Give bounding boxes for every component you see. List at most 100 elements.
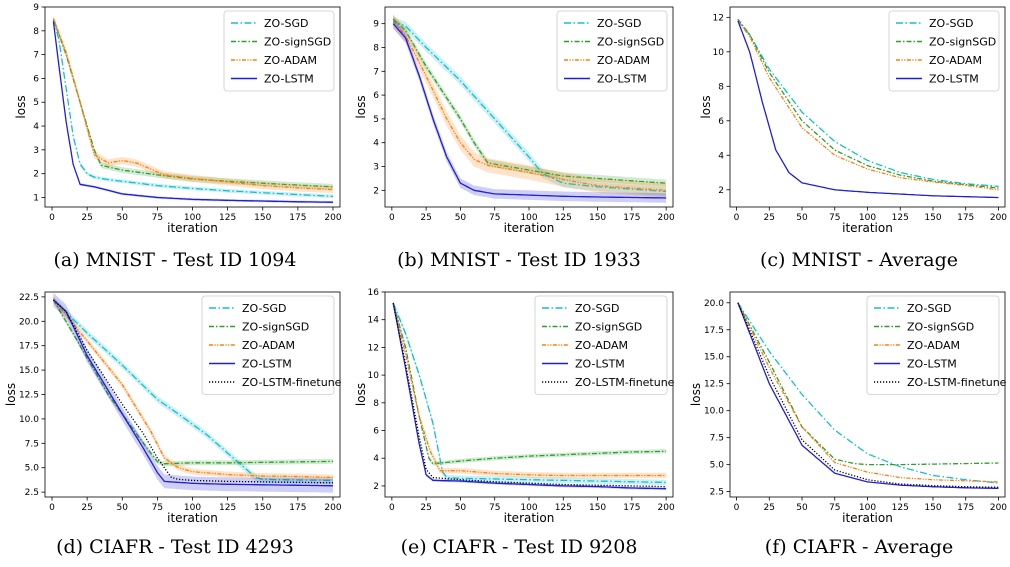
chart-panel-1: 0 25 50 75 100 125 150 175 200 1 2 3 4 5 6 7 8 9 iteration… <box>14 3 342 271</box>
x-axis-label: iteration <box>504 221 555 235</box>
x-tick-label: 0 <box>389 213 395 223</box>
legend-entry: ZO-LSTM <box>575 358 625 371</box>
x-tick-label: 75 <box>489 213 500 223</box>
series-line-zo-lstm <box>392 23 667 199</box>
x-tick-label: 175 <box>623 503 640 513</box>
legend: ZO-SGD ZO-signSGD ZO-ADAM ZO-LSTM <box>556 10 668 92</box>
x-tick-label: 50 <box>117 213 129 223</box>
legend-entry: ZO-LSTM <box>597 73 647 86</box>
x-axis-label: iteration <box>842 221 893 235</box>
x-tick-label: 175 <box>623 213 640 223</box>
x-tick-label: 200 <box>658 213 675 223</box>
legend-entry: ZO-signSGD <box>907 321 974 334</box>
y-axis-label: loss <box>699 95 713 118</box>
y-tick-label: 3 <box>33 146 39 156</box>
plot-area <box>52 293 334 493</box>
legend-entry: ZO-SGD <box>264 17 308 30</box>
x-axis-label: iteration <box>504 511 555 525</box>
legend-entry: ZO-signSGD <box>929 36 996 49</box>
x-tick-label: 150 <box>924 503 941 513</box>
y-tick-label: 7 <box>373 67 379 77</box>
y-tick-label: 6 <box>373 427 379 437</box>
series-line-zo-sgd <box>52 299 333 482</box>
legend-entry: ZO-LSTM <box>907 358 957 371</box>
x-tick-label: 50 <box>455 213 467 223</box>
y-tick-label: 6 <box>33 74 39 84</box>
legend-entry: ZO-ADAM <box>929 54 982 67</box>
y-tick-label: 17.5 <box>19 342 39 352</box>
x-axis-label: iteration <box>167 221 218 235</box>
legend-entry: ZO-ADAM <box>575 339 628 352</box>
x-tick-label: 150 <box>589 213 606 223</box>
x-tick-label: 175 <box>957 503 974 513</box>
y-tick-label: 7 <box>33 51 39 61</box>
x-tick-label: 150 <box>589 503 606 513</box>
legend: ZO-SGD ZO-signSGD ZO-ADAM ZO-LSTM <box>223 10 335 92</box>
plot-area <box>52 15 334 204</box>
y-tick-label: 8 <box>373 43 379 53</box>
y-tick-label: 15.0 <box>19 366 39 376</box>
y-tick-label: 20.0 <box>19 317 39 327</box>
x-tick-label: 0 <box>734 213 740 223</box>
x-tick-label: 200 <box>658 503 675 513</box>
y-tick-label: 2.5 <box>25 488 39 498</box>
x-tick-label: 0 <box>49 213 55 223</box>
series-line-zo-signsgd <box>737 18 999 189</box>
plot-area <box>737 302 999 490</box>
panel-caption: (e) CIAFR - Test ID 9208 <box>401 536 638 558</box>
legend: ZO-SGD ZO-signSGD ZO-ADAM ZO-LSTM <box>888 10 1000 92</box>
x-tick-label: 150 <box>254 213 271 223</box>
legend-entry: ZO-ADAM <box>242 339 295 352</box>
y-tick-label: 5 <box>373 115 379 125</box>
series-line-zo-sgd <box>737 20 999 187</box>
x-tick-label: 150 <box>924 213 941 223</box>
y-tick-label: 2 <box>33 170 39 180</box>
y-tick-label: 3 <box>373 163 379 173</box>
y-tick-label: 8 <box>33 27 39 37</box>
y-tick-label: 6 <box>373 91 379 101</box>
panel-caption: (c) MNIST - Average <box>760 249 958 271</box>
series-line-zo-adam <box>392 20 667 191</box>
x-tick-label: 100 <box>859 503 876 513</box>
legend-box <box>556 10 668 92</box>
y-tick-label: 2 <box>718 186 724 196</box>
legend-entry: ZO-LSTM <box>929 73 979 86</box>
x-tick-label: 75 <box>829 213 840 223</box>
y-tick-label: 4 <box>33 122 39 132</box>
x-tick-label: 200 <box>990 213 1007 223</box>
legend-entry: ZO-LSTM <box>264 73 314 86</box>
y-axis-label: loss <box>14 95 28 118</box>
legend-entry: ZO-LSTM-finetune <box>907 376 1007 389</box>
x-tick-label: 200 <box>324 213 341 223</box>
legend: ZO-SGD ZO-signSGD ZO-ADAM ZO-LSTM ZO-LSTM-fi… <box>201 295 342 395</box>
series-line-zo-lstm <box>392 302 667 490</box>
chart-panel-6: 0 25 50 75 100 125 150 175 200 2.5 5.0 7.5 10.0 12.5 1… <box>689 291 1007 558</box>
x-tick-label: 50 <box>796 503 808 513</box>
chart-panel-2: 0 25 50 75 100 125 150 175 200 2 3 4 5 6 7 8 9 iteration l… <box>354 6 675 271</box>
x-tick-label: 25 <box>420 503 431 513</box>
y-tick-label: 8 <box>373 399 379 409</box>
legend-entry: ZO-signSGD <box>264 36 331 49</box>
y-tick-label: 17.5 <box>704 326 724 336</box>
x-tick-label: 75 <box>489 503 500 513</box>
y-tick-label: 9 <box>373 20 379 30</box>
y-tick-label: 12.5 <box>19 391 39 401</box>
x-axis-label: iteration <box>167 511 218 525</box>
series-line-zo-lstm <box>52 21 333 203</box>
x-tick-label: 0 <box>49 503 55 513</box>
x-tick-label: 125 <box>892 503 909 513</box>
legend-box <box>888 10 1000 92</box>
x-tick-label: 50 <box>117 503 129 513</box>
y-tick-label: 2.5 <box>710 488 724 498</box>
series-line-zo-lstm-finetune <box>392 302 667 488</box>
y-tick-label: 4 <box>373 139 379 149</box>
y-tick-label: 20.0 <box>704 299 724 309</box>
y-tick-label: 10 <box>368 371 380 381</box>
legend-entry: ZO-LSTM <box>242 358 292 371</box>
x-tick-label: 25 <box>764 213 775 223</box>
legend-entry: ZO-SGD <box>597 17 641 30</box>
x-tick-label: 75 <box>152 213 163 223</box>
legend-entry: ZO-signSGD <box>242 321 309 334</box>
y-tick-label: 10 <box>713 48 725 58</box>
